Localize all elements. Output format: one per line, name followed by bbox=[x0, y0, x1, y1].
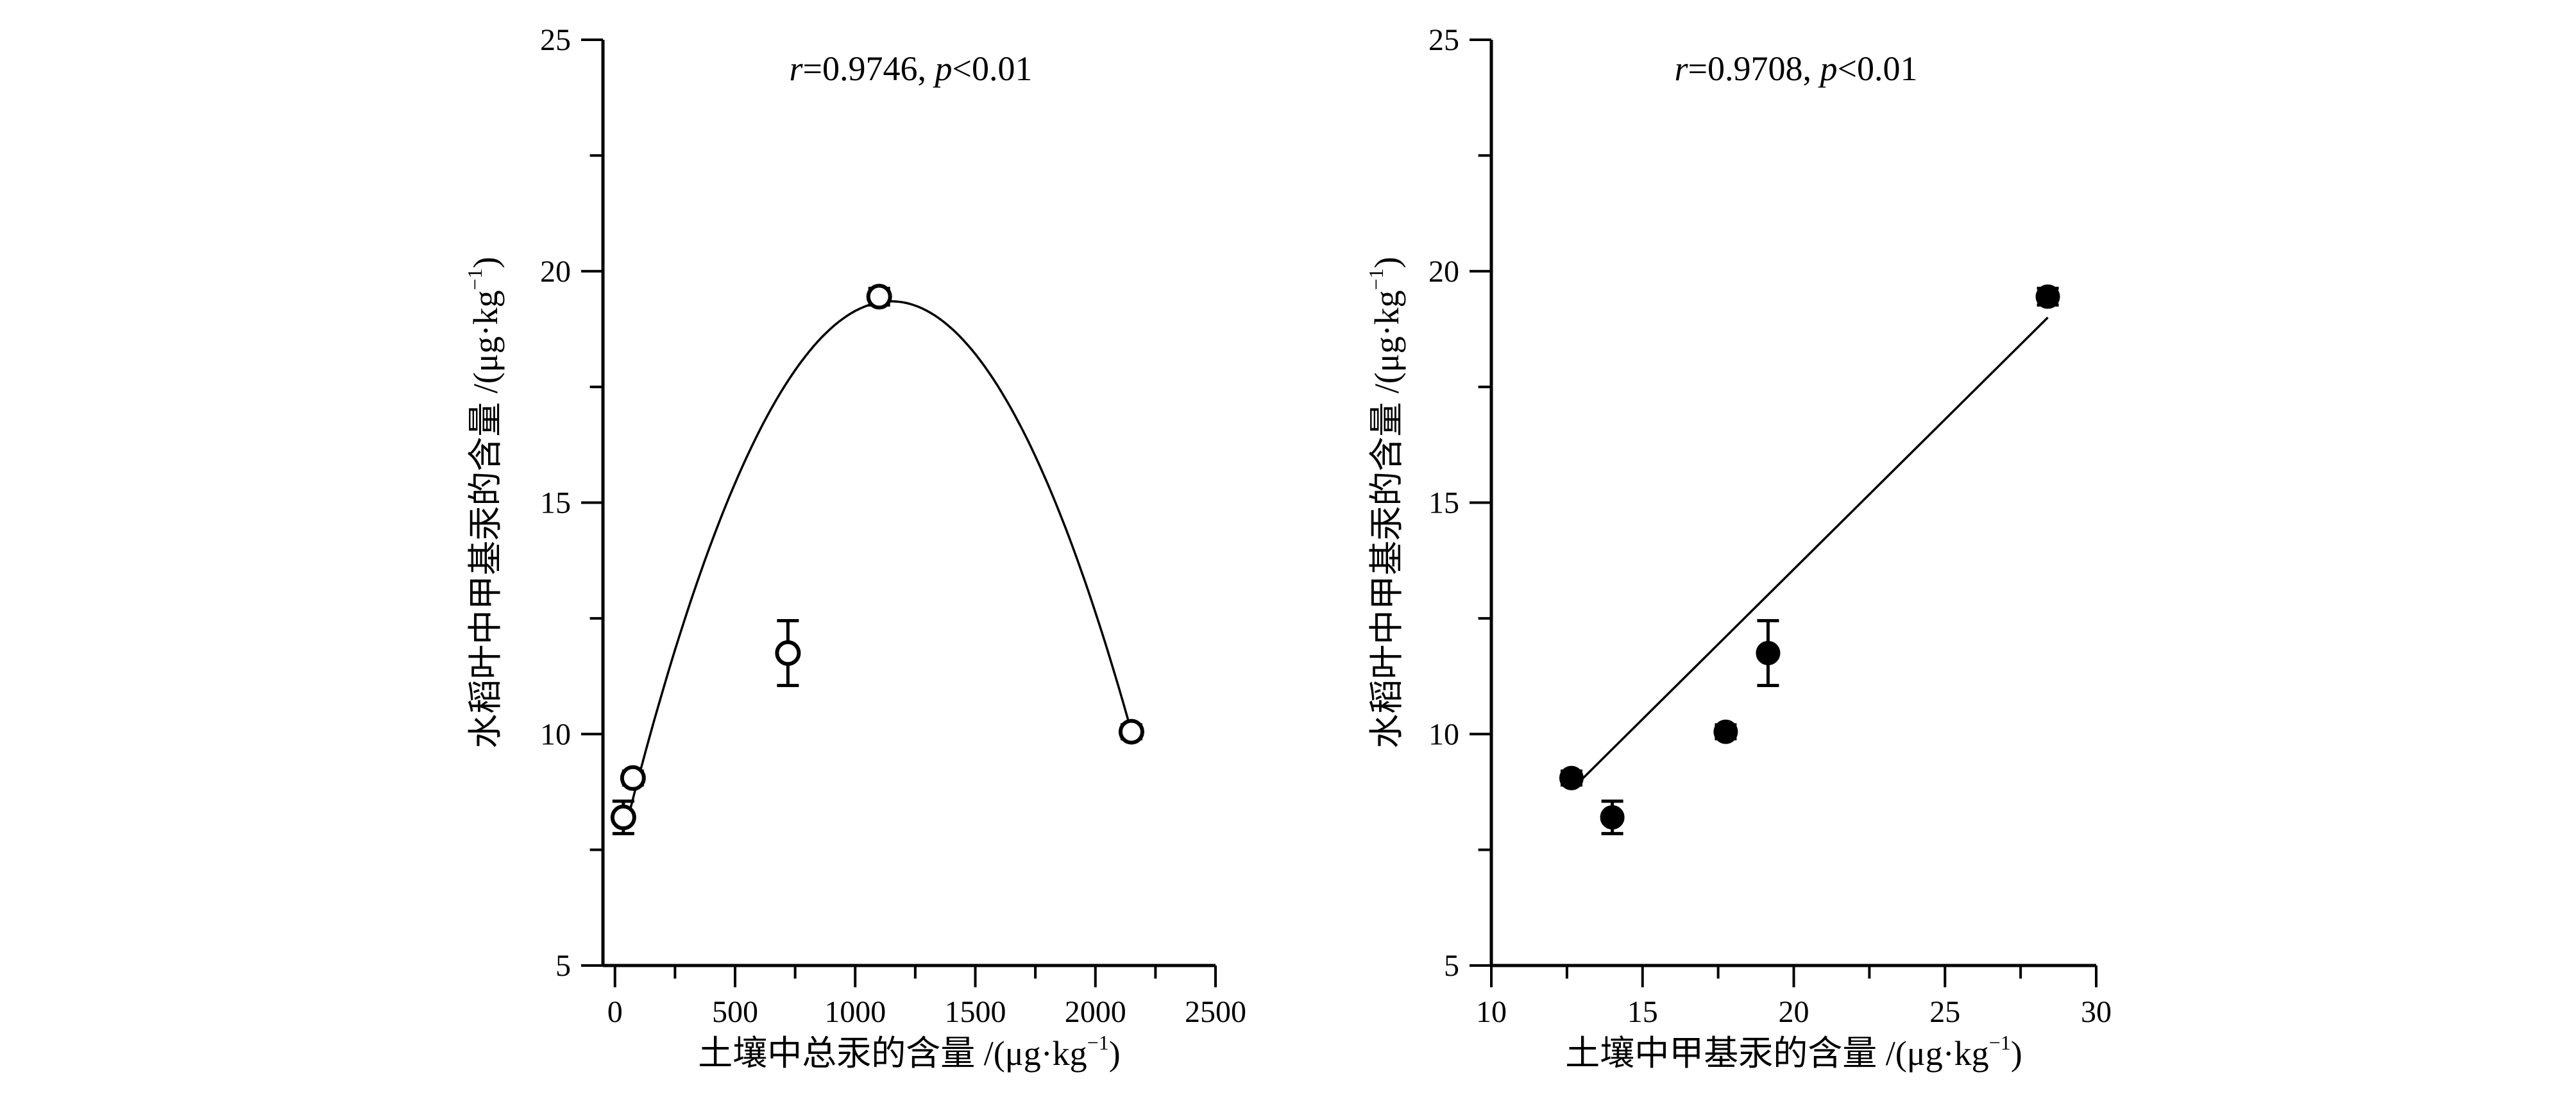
fit-line bbox=[1570, 316, 2049, 791]
y-tick-label: 10 bbox=[1428, 717, 1459, 751]
x-axis-label: 土壤中总汞的含量 /(μg·kg−1) bbox=[698, 1031, 1120, 1073]
x-tick-label: 2000 bbox=[1065, 995, 1126, 1029]
data-point bbox=[1118, 719, 1144, 745]
data-point bbox=[1756, 640, 1781, 665]
correlation-annotation: r=0.9708, p<0.01 bbox=[1675, 49, 1918, 88]
y-axis-label: 水稻叶中甲基汞的含量 /(μg·kg−1) bbox=[463, 257, 505, 748]
x-tick-label: 2500 bbox=[1185, 995, 1246, 1029]
data-point bbox=[610, 804, 636, 831]
x-tick-label: 500 bbox=[712, 995, 758, 1029]
data-point bbox=[866, 284, 892, 310]
x-tick-label: 30 bbox=[2081, 995, 2112, 1029]
y-tick-label: 25 bbox=[1428, 23, 1459, 57]
y-tick-label: 15 bbox=[1428, 486, 1459, 520]
y-axis-label: 水稻叶中甲基汞的含量 /(μg·kg−1) bbox=[1364, 257, 1406, 748]
x-tick-label: 1500 bbox=[944, 995, 1006, 1029]
panel-right: 5 10 15 20 25 10 15 20 25 30 r=0.9708, p<0.01 土壤中甲基… bbox=[1364, 23, 2112, 1073]
y-tick-label: 20 bbox=[1428, 255, 1459, 289]
x-tick-label: 15 bbox=[1627, 995, 1658, 1029]
x-tick-label: 25 bbox=[1929, 995, 1960, 1029]
x-tick-label: 10 bbox=[1476, 995, 1507, 1029]
y-tick-label: 10 bbox=[540, 717, 571, 751]
y-tick-label: 5 bbox=[1444, 949, 1459, 983]
y-tick-label: 20 bbox=[540, 255, 571, 289]
data-point bbox=[1600, 805, 1625, 830]
data-point bbox=[1713, 719, 1738, 744]
data-point bbox=[1559, 765, 1584, 790]
data-point bbox=[775, 640, 801, 666]
x-axis-label: 土壤中甲基汞的含量 /(μg·kg−1) bbox=[1565, 1031, 2022, 1073]
x-tick-label: 1000 bbox=[824, 995, 886, 1029]
x-tick-label: 0 bbox=[607, 995, 623, 1029]
data-point bbox=[620, 765, 646, 791]
data-point bbox=[2035, 284, 2060, 309]
y-tick-label: 5 bbox=[555, 949, 571, 983]
y-tick-label: 15 bbox=[540, 486, 571, 520]
correlation-annotation: r=0.9746, p<0.01 bbox=[790, 49, 1033, 88]
x-tick-label: 20 bbox=[1779, 995, 1809, 1029]
y-tick-label: 25 bbox=[540, 23, 571, 57]
fit-curve bbox=[628, 300, 1133, 813]
panel-left: 5 10 15 20 25 0 500 1000 1500 2000 2500 r=0.9746, p… bbox=[463, 23, 1246, 1073]
